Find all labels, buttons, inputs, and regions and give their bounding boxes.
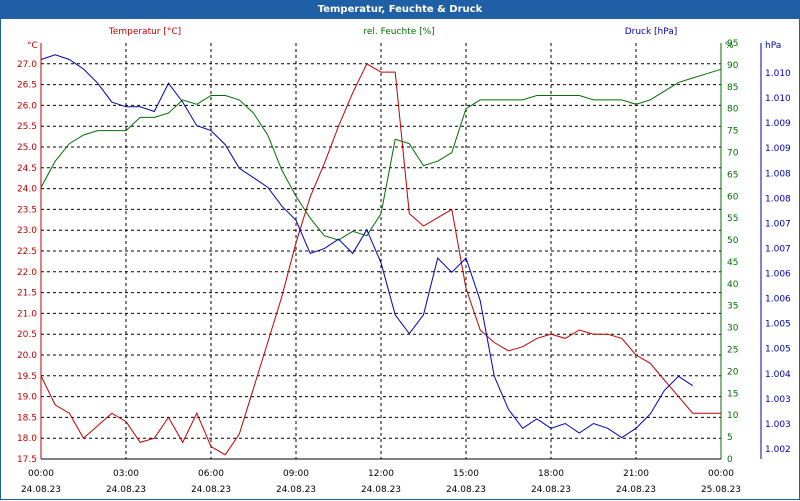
- pressure-tick-label: 1.006: [765, 295, 791, 305]
- temperature-tick-label: 20.0: [17, 351, 37, 361]
- humidity-tick-label: 10: [727, 411, 739, 421]
- humidity-tick-label: 15: [727, 389, 738, 399]
- humidity-tick-label: 60: [727, 192, 739, 202]
- humidity-tick-label: 30: [727, 324, 739, 334]
- x-tick-time: 00:00: [708, 469, 734, 479]
- temperature-tick-label: 18.0: [17, 434, 37, 444]
- temperature-tick-label: 24.0: [17, 185, 37, 195]
- pressure-tick-label: 1.010: [765, 94, 791, 104]
- humidity-tick-label: 65: [727, 170, 738, 180]
- humidity-tick-label: 35: [727, 302, 738, 312]
- temperature-tick-label: 22.5: [17, 247, 37, 257]
- x-tick-date: 24.08.23: [446, 485, 486, 495]
- humidity-tick-label: 50: [727, 236, 739, 246]
- x-tick-time: 18:00: [538, 469, 564, 479]
- pressure-legend: Druck [hPa]: [625, 27, 678, 37]
- x-tick-date: 24.08.23: [361, 485, 401, 495]
- pressure-tick-label: 1.009: [765, 144, 791, 154]
- x-tick-time: 09:00: [283, 469, 309, 479]
- temperature-tick-label: 24.5: [17, 164, 37, 174]
- x-tick-date: 24.08.23: [616, 485, 656, 495]
- x-tick-time: 12:00: [368, 469, 394, 479]
- series-lines: [40, 54, 722, 456]
- temperature-tick-label: 25.5: [17, 122, 37, 132]
- pressure-tick-label: 1.009: [765, 119, 791, 129]
- pressure-axis-unit: hPa: [765, 41, 781, 51]
- x-tick-date: 24.08.23: [531, 485, 571, 495]
- pressure-tick-label: 1.007: [765, 219, 791, 229]
- x-tick-date: 24.08.23: [106, 485, 146, 495]
- humidity-line: [40, 68, 722, 241]
- x-tick-time: 15:00: [453, 469, 479, 479]
- axes: 00:00 24.08.23 03:00 24.08.23 06:00 24.08.23 0…: [17, 39, 791, 495]
- temperature-tick-label: 19.5: [17, 372, 37, 382]
- temperature-tick-label: 25.0: [17, 143, 37, 153]
- humidity-tick-label: 75: [727, 127, 738, 137]
- humidity-tick-label: 70: [727, 148, 739, 158]
- temperature-line: [40, 63, 721, 456]
- x-tick-time: 21:00: [623, 469, 649, 479]
- x-tick-date: 24.08.23: [21, 485, 61, 495]
- temperature-tick-label: 20.5: [17, 330, 37, 340]
- temperature-tick-label: 23.0: [17, 226, 37, 236]
- pressure-tick-label: 1.005: [765, 345, 791, 355]
- humidity-tick-label: 20: [727, 367, 739, 377]
- humidity-tick-label: 55: [727, 214, 738, 224]
- pressure-tick-label: 1.003: [765, 395, 791, 405]
- humidity-tick-label: 45: [727, 258, 738, 268]
- x-tick-date: 24.08.23: [191, 485, 231, 495]
- x-tick-time: 03:00: [113, 469, 139, 479]
- temperature-tick-label: 26.5: [17, 81, 37, 91]
- humidity-legend: rel. Feuchte [%]: [363, 27, 434, 37]
- pressure-tick-label: 1.005: [765, 320, 791, 330]
- humidity-tick-label: 0: [727, 455, 733, 465]
- x-tick-time: 00:00: [28, 469, 54, 479]
- temperature-tick-label: 21.0: [17, 309, 37, 319]
- humidity-tick-label: 90: [727, 61, 739, 71]
- temperature-tick-label: 19.0: [17, 393, 37, 403]
- window-title: Temperatur, Feuchte & Druck: [1, 1, 799, 19]
- humidity-tick-label: 95: [727, 39, 738, 49]
- pressure-tick-label: 1.002: [765, 445, 791, 455]
- temperature-tick-label: 23.5: [17, 205, 37, 215]
- x-tick-date: 25.08.23: [701, 485, 741, 495]
- humidity-tick-label: 5: [727, 433, 733, 443]
- pressure-tick-label: 1.010: [765, 69, 791, 79]
- temperature-tick-label: 21.5: [17, 289, 37, 299]
- x-tick-time: 06:00: [198, 469, 224, 479]
- temperature-tick-label: 22.0: [17, 268, 37, 278]
- humidity-tick-label: 25: [727, 346, 738, 356]
- pressure-line: [40, 54, 693, 439]
- grid-lines: [41, 43, 721, 459]
- temperature-tick-label: 26.0: [17, 101, 37, 111]
- pressure-tick-label: 1.004: [765, 370, 791, 380]
- humidity-axis-unit: %: [725, 41, 734, 51]
- temperature-axis-unit: °C: [27, 41, 38, 51]
- x-tick-date: 24.08.23: [276, 485, 316, 495]
- temperature-legend: Temperatur [°C]: [108, 27, 181, 37]
- pressure-tick-label: 1.007: [765, 244, 791, 254]
- humidity-tick-label: 80: [727, 105, 739, 115]
- temperature-tick-label: 18.5: [17, 413, 37, 423]
- humidity-tick-label: 40: [727, 280, 739, 290]
- pressure-tick-label: 1.008: [765, 169, 791, 179]
- pressure-tick-label: 1.008: [765, 194, 791, 204]
- temperature-tick-label: 27.0: [17, 60, 37, 70]
- pressure-tick-label: 1.003: [765, 420, 791, 430]
- humidity-tick-label: 85: [727, 83, 738, 93]
- temperature-tick-label: 17.5: [17, 455, 37, 465]
- pressure-tick-label: 1.006: [765, 270, 791, 280]
